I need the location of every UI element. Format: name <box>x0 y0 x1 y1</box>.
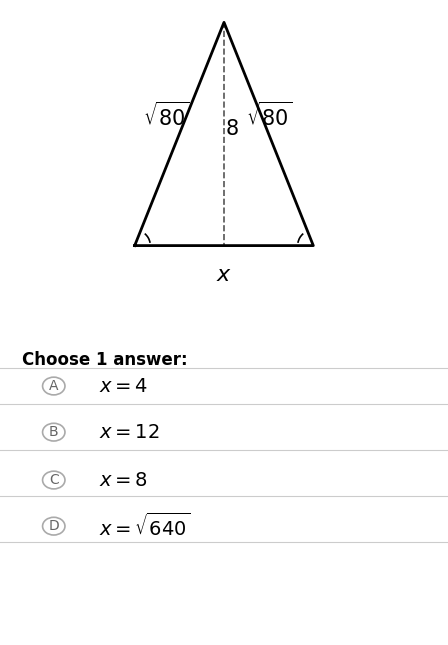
Text: $x = \sqrt{640}$: $x = \sqrt{640}$ <box>99 513 190 540</box>
Text: $\sqrt{80}$: $\sqrt{80}$ <box>246 102 292 130</box>
Text: C: C <box>49 473 59 487</box>
Text: $x = 8$: $x = 8$ <box>99 471 148 490</box>
Text: $\sqrt{80}$: $\sqrt{80}$ <box>143 102 189 130</box>
Text: Choose 1 answer:: Choose 1 answer: <box>22 350 188 368</box>
Text: $8$: $8$ <box>225 119 239 139</box>
Text: $x$: $x$ <box>216 264 232 284</box>
Text: $x = 4$: $x = 4$ <box>99 377 148 395</box>
Text: A: A <box>49 379 59 393</box>
Text: $x = 12$: $x = 12$ <box>99 422 159 442</box>
Text: D: D <box>48 519 59 533</box>
Text: B: B <box>49 425 59 439</box>
